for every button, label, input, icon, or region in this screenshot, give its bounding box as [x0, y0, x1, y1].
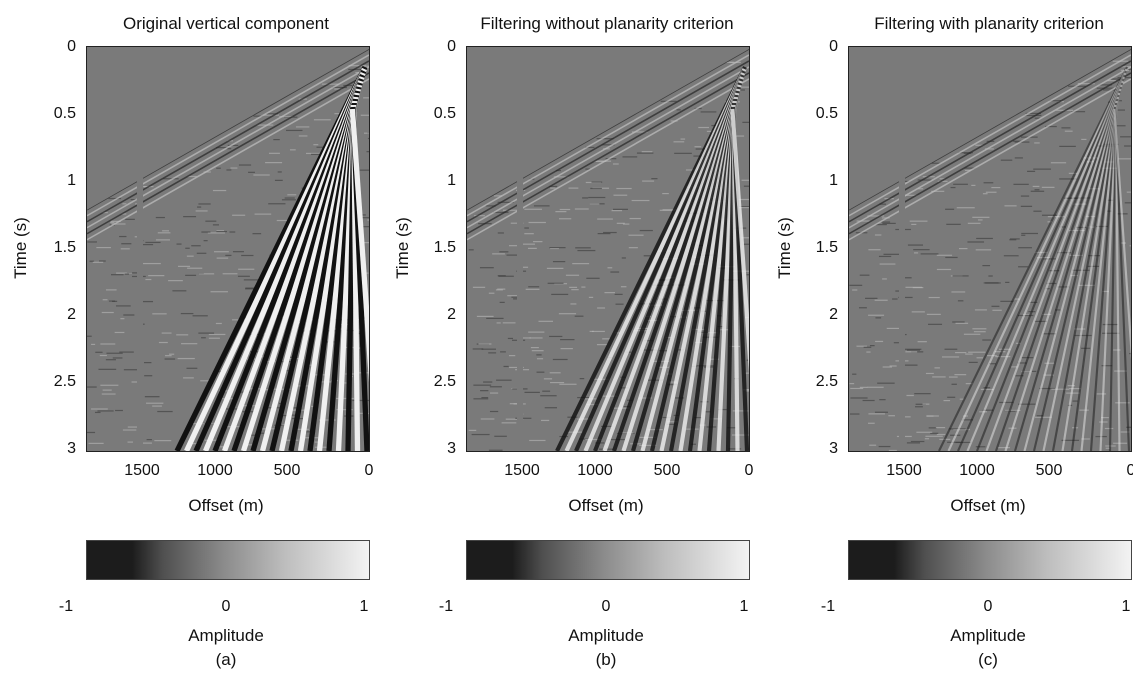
- colorbar-tick: 1: [739, 598, 749, 615]
- seismic-section: [466, 46, 750, 452]
- x-tick: 1500: [504, 462, 540, 479]
- x-tick: 1000: [959, 462, 995, 479]
- y-axis-label: Time (s): [774, 217, 794, 279]
- panel-c: Filtering with planarity criterion Time …: [762, 0, 1133, 677]
- colorbar: [86, 540, 370, 580]
- y-tick: 1: [447, 172, 456, 189]
- x-tick: 1500: [886, 462, 922, 479]
- colorbar-tick: 0: [601, 598, 611, 615]
- y-tick: 3: [67, 440, 76, 457]
- y-tick: 1: [829, 172, 838, 189]
- colorbar-tick: 1: [359, 598, 369, 615]
- y-axis-label: Time (s): [392, 217, 412, 279]
- colorbar-tick: 1: [1121, 598, 1131, 615]
- colorbar-tick: 0: [221, 598, 231, 615]
- x-tick: 1500: [124, 462, 160, 479]
- y-tick: 0.5: [53, 105, 76, 122]
- y-tick: 1: [67, 172, 76, 189]
- seismic-image: [849, 47, 1131, 451]
- y-tick: 3: [829, 440, 838, 457]
- colorbar-tick: 0: [983, 598, 993, 615]
- y-axis-label: Time (s): [10, 217, 30, 279]
- subfigure-label: (b): [595, 650, 617, 669]
- colorbar: [466, 540, 750, 580]
- y-tick: 2: [67, 306, 76, 323]
- y-tick: 1.5: [53, 239, 76, 256]
- y-tick: 0: [447, 38, 456, 55]
- x-tick: 1000: [577, 462, 613, 479]
- seismic-section: [86, 46, 370, 452]
- x-tick: 500: [653, 462, 681, 479]
- x-axis-label: Offset (m): [188, 496, 264, 515]
- y-tick: 0: [829, 38, 838, 55]
- panel-title: Filtering with planarity criterion: [874, 14, 1104, 33]
- colorbar-label: Amplitude: [188, 626, 264, 645]
- seismic-section: [848, 46, 1132, 452]
- colorbar-label: Amplitude: [568, 626, 644, 645]
- x-tick: 500: [273, 462, 301, 479]
- colorbar-tick: -1: [438, 598, 454, 615]
- seismic-image: [87, 47, 369, 451]
- y-tick: 0.5: [433, 105, 456, 122]
- x-axis-label: Offset (m): [568, 496, 644, 515]
- seismic-image: [467, 47, 749, 451]
- y-tick: 0: [67, 38, 76, 55]
- x-tick: 500: [1035, 462, 1063, 479]
- x-tick: 0: [744, 462, 754, 479]
- y-tick: 1.5: [433, 239, 456, 256]
- subfigure-label: (a): [215, 650, 237, 669]
- x-tick: 1000: [197, 462, 233, 479]
- colorbar-tick: -1: [820, 598, 836, 615]
- colorbar: [848, 540, 1132, 580]
- colorbar-label: Amplitude: [950, 626, 1026, 645]
- x-tick: 0: [1126, 462, 1133, 479]
- y-tick: 1.5: [815, 239, 838, 256]
- panel-a: Original vertical component Time (s) 0 0…: [0, 0, 378, 677]
- x-axis-label: Offset (m): [950, 496, 1026, 515]
- panel-b: Filtering without planarity criterion Ti…: [380, 0, 758, 677]
- y-tick: 2: [447, 306, 456, 323]
- y-tick: 0.5: [815, 105, 838, 122]
- subfigure-label: (c): [978, 650, 998, 669]
- panel-title: Filtering without planarity criterion: [480, 14, 734, 33]
- y-tick: 2.5: [433, 373, 456, 390]
- y-tick: 3: [447, 440, 456, 457]
- y-tick: 2.5: [53, 373, 76, 390]
- x-tick: 0: [364, 462, 374, 479]
- panel-title: Original vertical component: [123, 14, 329, 33]
- y-tick: 2: [829, 306, 838, 323]
- y-tick: 2.5: [815, 373, 838, 390]
- colorbar-tick: -1: [58, 598, 74, 615]
